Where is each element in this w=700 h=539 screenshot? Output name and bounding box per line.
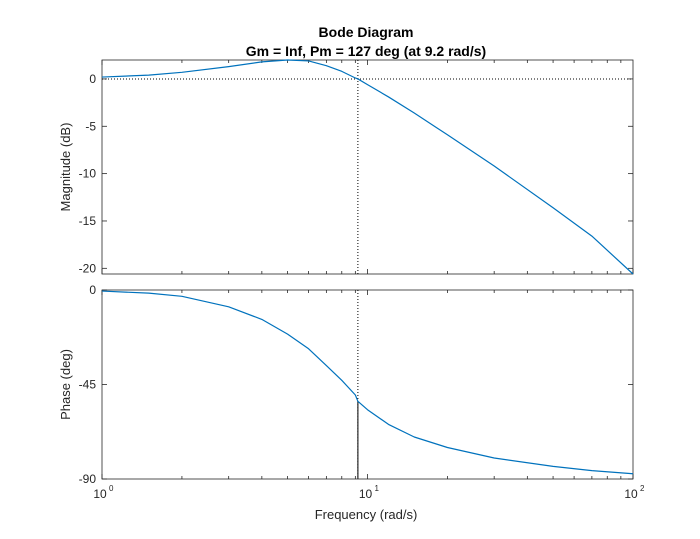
magnitude-ytick-label: -15 <box>79 214 97 228</box>
phase-y-axis-label: Phase (deg) <box>58 349 73 420</box>
x-tick-exponent: 2 <box>640 484 645 493</box>
x-tick-exponent: 0 <box>109 484 114 493</box>
magnitude-ytick-label: -20 <box>79 261 97 275</box>
phase-ytick-label: -45 <box>79 378 97 392</box>
x-tick-label: 10 <box>624 487 638 501</box>
chart-title: Bode Diagram <box>319 24 414 40</box>
magnitude-axes: 0 -5 -10 -15 -20 Magnitude (dB) <box>58 59 634 275</box>
magnitude-ytick-label: -10 <box>79 167 97 181</box>
phase-axes-box <box>101 289 634 480</box>
x-tick-label: 10 <box>359 487 373 501</box>
chart-subtitle: Gm = Inf, Pm = 127 deg (at 9.2 rad/s) <box>246 43 486 59</box>
magnitude-ytick-label: -5 <box>85 119 96 133</box>
x-tick-label: 10 <box>93 487 107 501</box>
magnitude-ytick-label: 0 <box>89 72 96 86</box>
magnitude-axes-box <box>101 59 634 275</box>
phase-series-line <box>101 290 634 475</box>
x-tick-exponent: 1 <box>375 484 380 493</box>
magnitude-series-line <box>101 59 634 275</box>
phase-ytick-label: -90 <box>79 472 97 486</box>
phase-ytick-label: 0 <box>89 283 96 297</box>
x-axis-label: Frequency (rad/s) <box>315 507 418 522</box>
magnitude-y-axis-label: Magnitude (dB) <box>58 123 73 212</box>
